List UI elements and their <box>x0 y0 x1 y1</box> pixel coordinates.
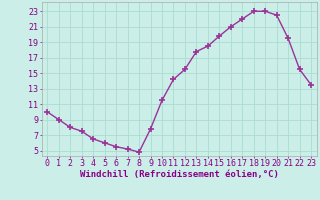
X-axis label: Windchill (Refroidissement éolien,°C): Windchill (Refroidissement éolien,°C) <box>80 170 279 179</box>
